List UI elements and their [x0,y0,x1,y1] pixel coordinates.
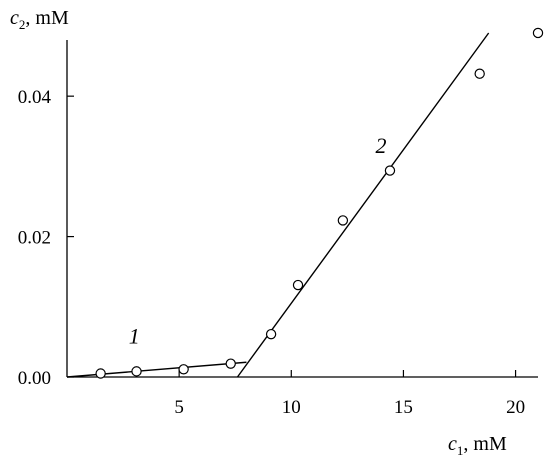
x-tick-label: 15 [394,397,413,418]
data-point [131,366,142,377]
data-point [178,364,189,375]
data-point [337,215,349,226]
y-axis-title: c2, mM [10,7,69,32]
data-point [265,328,277,340]
data-point [95,368,106,379]
x-axis-title: c1, mM [448,433,507,458]
data-point [292,279,304,291]
fit-line-2 [236,32,490,378]
x-tick-label: 20 [506,397,525,418]
x-tick-label: 10 [282,397,301,418]
fit-line-1 [66,361,247,378]
x-axis-unit: , mM [463,433,507,455]
y-tick-label: 0.04 [18,87,52,108]
fit-line-label-1: 1 [129,323,140,348]
fit-line-label-2: 2 [376,133,387,158]
data-point [532,27,544,39]
x-axis-symbol: c [448,433,457,455]
x-tick-label: 5 [174,397,184,418]
data-point [474,68,485,79]
x-axis-subscript: 1 [457,443,464,458]
y-axis-subscript: 2 [19,17,26,32]
data-point [225,358,236,369]
y-axis-symbol: c [10,7,19,29]
y-tick-label: 0.02 [18,228,51,249]
y-axis-unit: , mM [25,7,69,29]
data-point [384,165,396,176]
y-tick-label: 0.00 [18,368,51,389]
